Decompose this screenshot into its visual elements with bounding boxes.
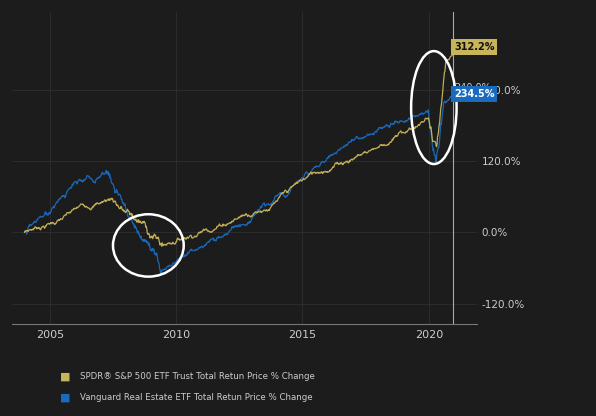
Text: Vanguard Real Estate ETF Total Retun Price % Change: Vanguard Real Estate ETF Total Retun Pri… xyxy=(80,393,313,402)
Text: ■: ■ xyxy=(60,371,70,381)
Text: 312.2%: 312.2% xyxy=(454,42,495,52)
Text: 234.5%: 234.5% xyxy=(454,89,495,99)
Text: 240.0%: 240.0% xyxy=(454,83,491,93)
Text: SPDR® S&P 500 ETF Trust Total Retun Price % Change: SPDR® S&P 500 ETF Trust Total Retun Pric… xyxy=(80,372,315,381)
Text: ■: ■ xyxy=(60,392,70,402)
